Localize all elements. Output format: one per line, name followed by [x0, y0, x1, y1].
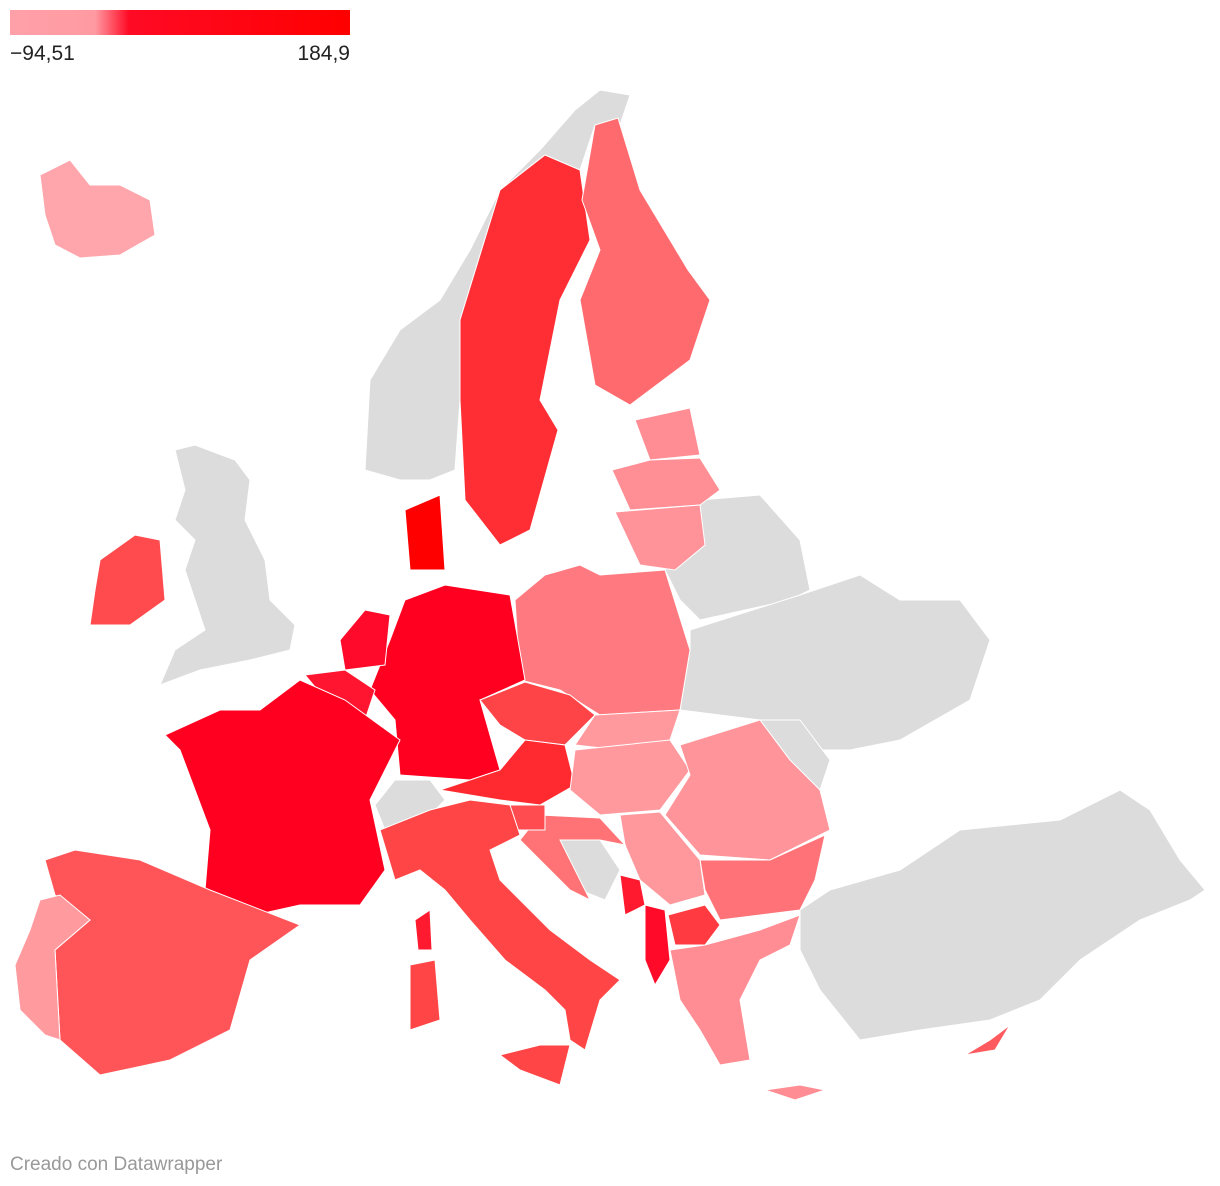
- croatia: [519, 814, 627, 902]
- lithuania: [614, 504, 706, 571]
- iceland: [39, 159, 156, 259]
- countries: [14, 89, 1206, 1101]
- legend-min-label: −94,51: [10, 42, 75, 65]
- crete: [764, 1084, 827, 1101]
- legend-max-label: 184,9: [297, 42, 350, 65]
- legend: −94,51 184,9: [10, 10, 350, 65]
- footer-credit: Creado con Datawrapper: [10, 1154, 223, 1175]
- hungary: [569, 739, 691, 816]
- north-macedonia: [667, 904, 721, 946]
- turkey: [799, 789, 1206, 1041]
- cyprus: [964, 1024, 1011, 1056]
- bulgaria: [699, 834, 826, 921]
- latvia: [611, 457, 721, 511]
- legend-gradient: [10, 10, 350, 35]
- italy: [379, 799, 621, 1051]
- finland: [579, 117, 711, 406]
- poland: [514, 564, 691, 716]
- netherlands: [339, 609, 391, 671]
- great-britain: [159, 444, 296, 686]
- greece: [669, 914, 801, 1066]
- ukraine: [679, 574, 991, 751]
- austria: [439, 739, 576, 806]
- estonia: [634, 407, 701, 461]
- albania: [644, 904, 671, 987]
- denmark: [404, 494, 446, 571]
- sicily: [498, 1044, 571, 1086]
- serbia: [619, 811, 706, 906]
- france: [164, 679, 401, 916]
- czechia: [479, 681, 596, 746]
- sardinia: [409, 959, 441, 1031]
- romania: [664, 719, 831, 861]
- ireland: [89, 534, 166, 626]
- sweden: [459, 154, 591, 546]
- corsica: [414, 909, 433, 951]
- portugal: [14, 894, 91, 1041]
